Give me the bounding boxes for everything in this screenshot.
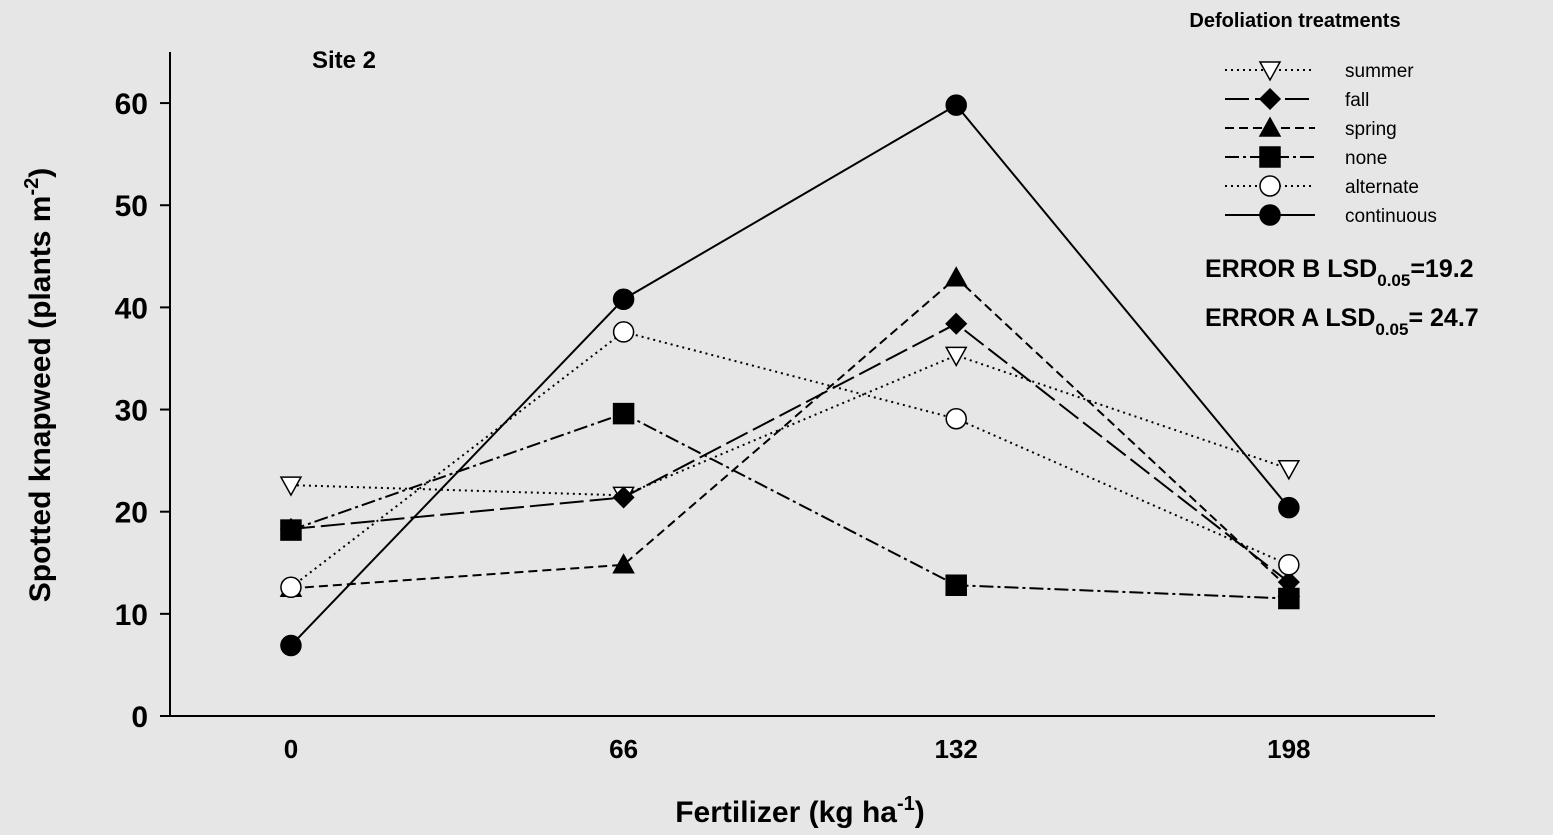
data-point <box>945 574 967 596</box>
annotation-sub: 0.05 <box>1375 320 1408 339</box>
data-point <box>1277 460 1301 481</box>
data-point <box>280 519 302 541</box>
y-tick-label: 30 <box>115 395 148 428</box>
annotation-end: =19.2 <box>1410 255 1473 283</box>
legend-label: none <box>1345 148 1387 169</box>
x-tick-label: 0 <box>284 734 298 764</box>
annotation-text: ERROR A LSD <box>1205 304 1375 332</box>
data-point <box>944 266 968 287</box>
data-point <box>280 576 302 599</box>
y-tick-label: 0 <box>131 701 148 734</box>
legend-marker <box>1258 116 1282 137</box>
series-line <box>290 322 1290 583</box>
x-tick-label: 198 <box>1267 734 1310 764</box>
x-tick-label: 132 <box>935 734 978 764</box>
data-point <box>612 486 635 509</box>
y-tick-label: 10 <box>115 599 148 632</box>
data-point <box>1278 554 1300 576</box>
data-point <box>612 553 635 574</box>
annotation: ERROR B LSD0.05=19.2 <box>1205 255 1474 290</box>
y-axis-label: Spotted knapweed (plants m-2) <box>21 168 57 603</box>
annotation-end: = 24.7 <box>1408 304 1478 332</box>
y-label-end: ) <box>24 168 57 178</box>
data-point <box>280 634 302 657</box>
legend-label: summer <box>1345 61 1414 82</box>
data-point <box>945 312 968 335</box>
legend-marker <box>1258 87 1282 111</box>
x-label-text: Fertilizer (kg ha <box>675 796 897 829</box>
data-point <box>612 288 635 310</box>
legend-label: continuous <box>1345 206 1437 227</box>
legend-marker <box>1258 61 1282 82</box>
y-label-text: Spotted knapweed (plants m <box>24 196 57 603</box>
y-label-sup: -2 <box>21 178 43 196</box>
series-line <box>290 276 1290 590</box>
data-point <box>1278 496 1300 519</box>
y-tick-label: 20 <box>115 497 148 530</box>
annotation: ERROR A LSD0.05= 24.7 <box>1205 304 1479 339</box>
legend-label: spring <box>1345 119 1397 140</box>
legend-marker <box>1259 146 1281 168</box>
data-point <box>945 94 967 116</box>
annotation-text: ERROR B LSD <box>1205 255 1377 283</box>
legend-label: alternate <box>1345 177 1419 198</box>
legend-marker <box>1259 175 1281 197</box>
data-point <box>279 476 303 497</box>
x-tick-label: 66 <box>609 734 638 764</box>
annotation-sub: 0.05 <box>1377 271 1410 290</box>
data-point <box>1278 587 1300 610</box>
data-point <box>945 407 967 430</box>
data-point <box>944 346 968 367</box>
series-line <box>290 103 1290 647</box>
x-label-end: ) <box>915 796 925 829</box>
legend-label: fall <box>1345 90 1369 111</box>
legend-marker <box>1259 204 1281 226</box>
data-point <box>612 321 635 343</box>
y-tick-label: 40 <box>115 292 148 325</box>
x-axis-label: Fertilizer (kg ha-1) <box>675 793 925 829</box>
legend-title: Defoliation treatments <box>1189 10 1400 32</box>
chart-title: Site 2 <box>312 47 376 74</box>
y-tick-label: 60 <box>115 88 148 121</box>
x-label-sup: -1 <box>897 793 915 815</box>
data-point <box>612 402 635 425</box>
y-tick-label: 50 <box>115 190 148 223</box>
